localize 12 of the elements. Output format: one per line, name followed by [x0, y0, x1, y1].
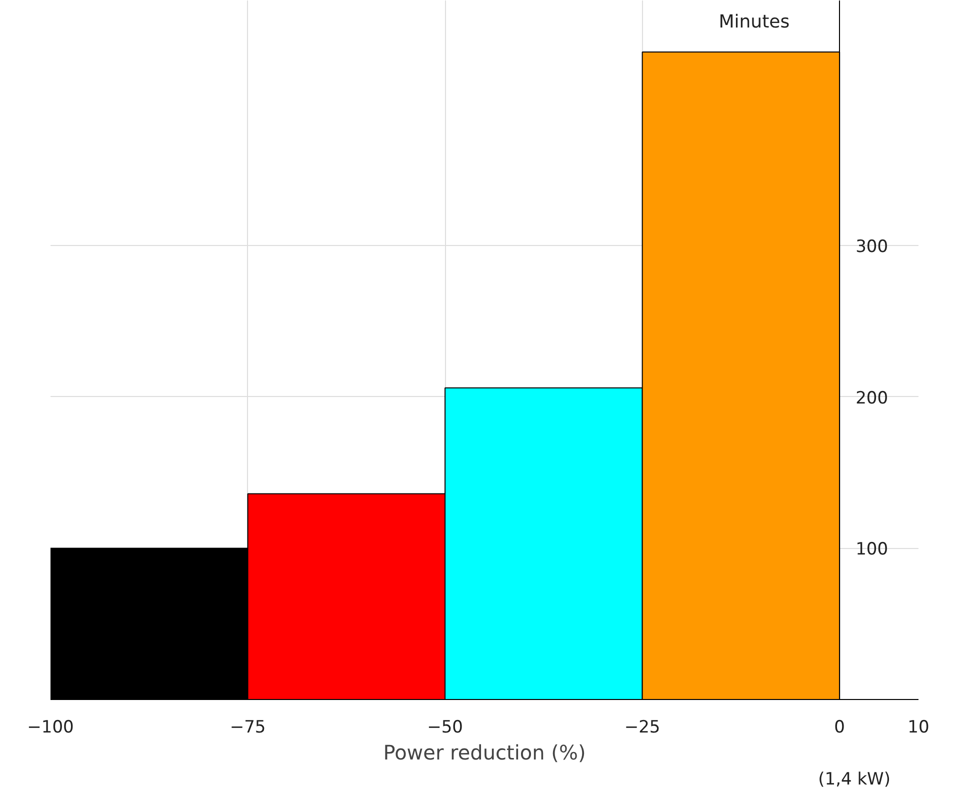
x-axis-title: Power reduction (%) [383, 740, 586, 764]
y-tick-label: 300 [856, 237, 888, 258]
y-axis-title: Minutes [718, 12, 790, 32]
y-tick-label: 200 [856, 388, 888, 408]
x-tick-label: −50 [427, 718, 463, 738]
x-tick-label: −100 [27, 718, 74, 738]
text: (1,4 kW) [818, 770, 890, 789]
x-tick-label: 0 [834, 718, 846, 738]
y-tick-label: 100 [856, 540, 888, 560]
x-tick-label: −25 [624, 718, 660, 738]
x-tick-label: −75 [230, 718, 266, 738]
x-tick-label: 10 [908, 718, 930, 738]
